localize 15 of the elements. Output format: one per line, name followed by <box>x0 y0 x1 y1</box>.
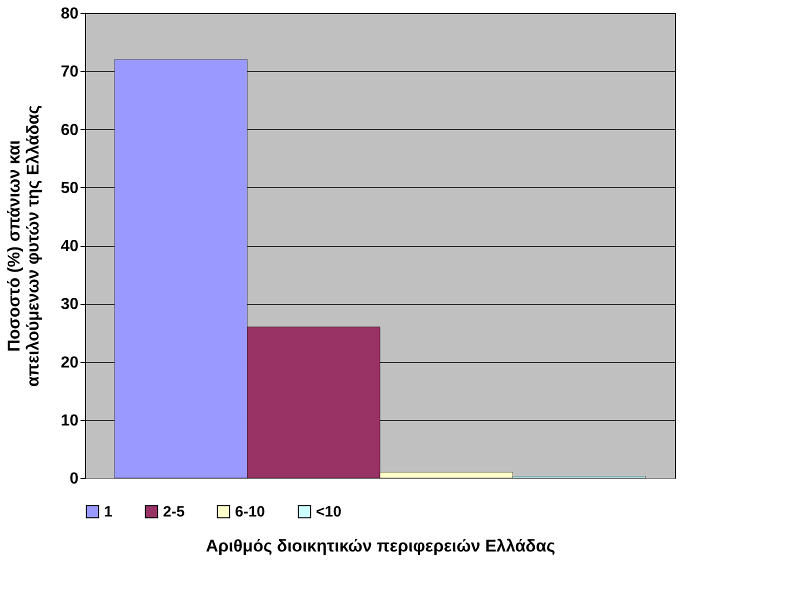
y-tick-label: 10 <box>60 412 79 430</box>
y-tick-label: 0 <box>70 470 79 488</box>
y-tick-label: 30 <box>60 296 79 314</box>
y-tick-label: 70 <box>60 64 79 81</box>
legend-label: 2-5 <box>163 504 185 521</box>
y-tick-label: 20 <box>60 354 79 372</box>
legend-label: <10 <box>316 504 342 521</box>
legend-label: 1 <box>104 504 112 521</box>
y-axis-title: Ποσοστό (%) σπάνιων και απειλούμενων φυτών της Ελλάδας <box>4 105 43 387</box>
y-tick-label: 60 <box>60 122 79 139</box>
y-tick-label: 50 <box>60 180 79 197</box>
y-tick-label: 80 <box>60 6 79 22</box>
y-tick-label: 40 <box>60 238 79 255</box>
legend-label: 6-10 <box>235 504 266 521</box>
x-axis-title: Αριθμός διοικητικών περιφερειών Ελλάδας <box>206 536 556 556</box>
